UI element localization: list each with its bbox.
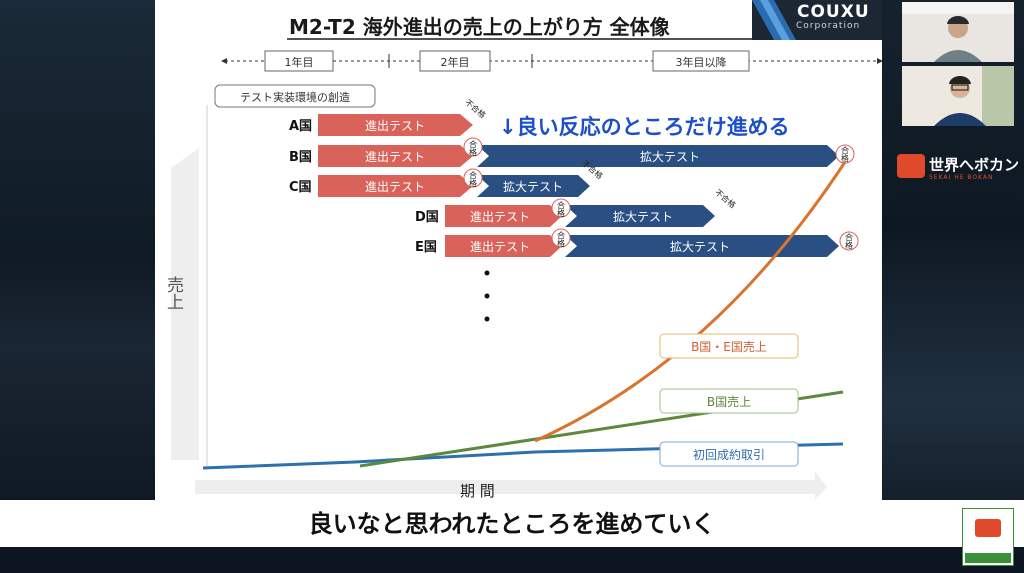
bar-b-entry-label: 進出テスト <box>365 150 425 164</box>
mini-logo-band <box>965 553 1011 563</box>
bar-d-entry-label: 進出テスト <box>470 210 530 224</box>
y-axis-label: 売上 <box>163 276 184 310</box>
country-a: A国 <box>289 119 312 134</box>
badge-d-pass: 合格 <box>557 200 566 218</box>
person-silhouette-icon-2 <box>902 66 1014 126</box>
badge-b-pass-circle <box>463 137 483 157</box>
speech-bubble-icon <box>897 154 925 178</box>
bar-a-entry <box>318 114 473 136</box>
period-box-1 <box>264 50 334 72</box>
bar-e-entry-label: 進出テスト <box>470 240 530 254</box>
badge-c-pass-circle <box>463 168 483 188</box>
country-d: D国 <box>415 210 439 225</box>
ellipsis-dot-1 <box>484 270 490 276</box>
badge-c-pass: 合格 <box>469 170 478 188</box>
channel-name: 世界へボカン <box>929 156 1020 174</box>
period-box-2 <box>419 50 491 72</box>
channel-brand: 世界へボカン SEKAI HE BOKAN <box>895 152 1024 186</box>
logo-stripes-icon <box>752 0 796 40</box>
bar-b-expand-label: 拡大テスト <box>640 150 700 164</box>
x-axis-arrow <box>195 472 827 500</box>
logo-top: COUXU <box>797 2 870 22</box>
timeline-arrow-right <box>877 58 882 64</box>
logo-bottom: Corporation <box>796 21 861 31</box>
diagram-canvas: M2-T2 海外進出の売上の上がり方 全体像 1年目 2年目 3年目以降 テスト… <box>163 15 882 500</box>
bar-e-expand-label: 拡大テスト <box>670 240 730 254</box>
legend-box-initial <box>659 441 799 467</box>
legend-b-e-sales: B国・E国売上 <box>691 339 767 354</box>
country-c: C国 <box>289 180 312 195</box>
badge-d-fail: 不合格 <box>713 187 738 210</box>
country-e: E国 <box>415 240 437 255</box>
subtitle-text: 良いなと思われたところを進めていく <box>308 510 716 538</box>
country-b: B国 <box>289 150 312 165</box>
timeline-arrow-left <box>221 58 227 64</box>
period-label-3: 3年目以降 <box>676 55 727 69</box>
headline: ↓良い反応のところだけ進める <box>499 115 790 139</box>
period-label-2: 2年目 <box>441 55 470 69</box>
bar-c-entry-label: 進出テスト <box>365 180 425 194</box>
badge-b-pass: 合格 <box>469 139 478 157</box>
badge-e-final: 合格 <box>845 232 854 250</box>
participant-video-2 <box>902 66 1014 126</box>
participant-video-1 <box>902 2 1014 62</box>
corner-logo[interactable] <box>962 508 1014 566</box>
env-label-box <box>214 84 376 108</box>
company-logo: COUXU Corporation <box>752 0 882 40</box>
period-label-1: 1年目 <box>285 55 314 69</box>
badge-a-fail: 不合格 <box>463 97 488 120</box>
badge-d-pass-circle <box>551 198 571 218</box>
legend-box-b-e <box>659 333 799 359</box>
legend-box-b <box>659 388 799 414</box>
bar-b-entry <box>318 145 473 167</box>
badge-e-pass: 合格 <box>557 230 566 248</box>
curve-b-e-sales <box>534 161 847 443</box>
ellipsis-dot-3 <box>484 316 490 322</box>
badge-b-final: 合格 <box>841 145 850 163</box>
bar-d-expand <box>565 205 715 227</box>
y-axis-arrow <box>171 148 199 460</box>
legend-initial-deals: 初回成約取引 <box>693 447 765 462</box>
subtitle-bar <box>0 500 1024 547</box>
slide-title: M2-T2 海外進出の売上の上がり方 全体像 <box>289 15 671 39</box>
bottom-strip <box>0 547 1024 573</box>
bar-e-entry <box>445 235 562 257</box>
legend-b-sales: B国売上 <box>707 394 751 409</box>
channel-subname: SEKAI HE BOKAN <box>929 174 994 181</box>
bar-d-expand-label: 拡大テスト <box>613 210 673 224</box>
background-left <box>0 0 155 573</box>
bar-a-entry-label: 進出テスト <box>365 119 425 133</box>
ellipsis-dot-2 <box>484 293 490 299</box>
badge-e-final-circle <box>839 231 859 251</box>
period-box-3 <box>652 50 750 72</box>
person-silhouette-icon <box>902 2 1014 62</box>
bar-b-expand <box>477 145 839 167</box>
bar-c-expand-label: 拡大テスト <box>503 180 563 194</box>
x-axis-label: 期 間 <box>460 482 495 500</box>
bar-e-expand <box>565 235 839 257</box>
mini-logo-icon <box>975 519 1001 537</box>
bar-c-entry <box>318 175 473 197</box>
badge-e-pass-circle <box>551 228 571 248</box>
bar-c-expand <box>477 175 590 197</box>
presentation-slide: M2-T2 海外進出の売上の上がり方 全体像 1年目 2年目 3年目以降 テスト… <box>155 0 882 500</box>
env-label: テスト実装環境の創造 <box>240 90 350 104</box>
bar-d-entry <box>445 205 562 227</box>
